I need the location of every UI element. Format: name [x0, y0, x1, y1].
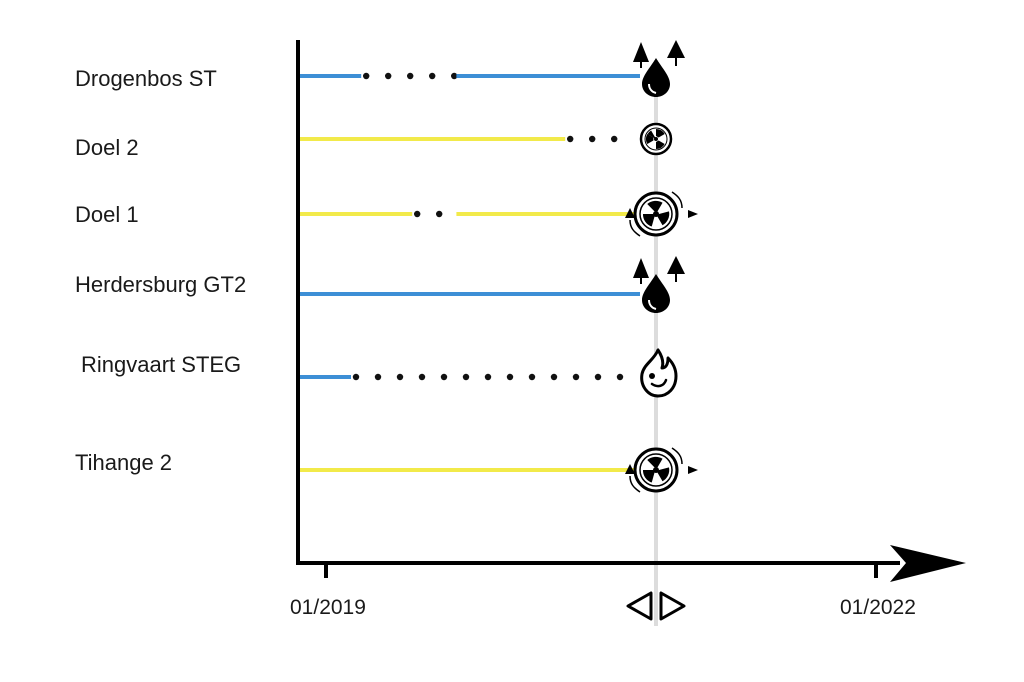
bar-segment-dot	[429, 72, 436, 80]
bar-segment-dot	[436, 210, 443, 218]
slider-right-arrow-icon	[659, 591, 686, 621]
bar-segment-dot	[363, 72, 370, 80]
bar-segment-dot	[484, 373, 492, 381]
bar-segment-dot	[594, 373, 602, 381]
row-label-drogenbos: Drogenbos ST	[75, 66, 217, 91]
date-slider-handle[interactable]	[626, 591, 686, 621]
nuclear-cycle-icon	[625, 191, 698, 237]
x-axis-arrowhead	[890, 545, 966, 582]
bar-segment-dot	[352, 373, 360, 381]
bar-segment-dot	[611, 135, 618, 143]
bar-segment-dot	[451, 72, 458, 80]
bar-segment-dot	[506, 373, 514, 381]
bar-segment-dot	[374, 373, 382, 381]
row-label-doel1: Doel 1	[75, 202, 139, 227]
flame-icon	[640, 348, 678, 398]
bar-segment-dot	[418, 373, 426, 381]
gas-drop-with-trees-icon	[633, 40, 685, 97]
bar-segment-dot	[440, 373, 448, 381]
slider-left-arrow-icon	[626, 591, 653, 621]
bar-segment-dot	[407, 72, 414, 80]
bar-segment-dot	[396, 373, 404, 381]
tick-label-2019: 01/2019	[290, 596, 366, 619]
bar-segment-dot	[567, 135, 574, 143]
bar-segment-dot	[572, 373, 580, 381]
bar-segment-dot	[616, 373, 624, 381]
nuclear-cycle-icon	[625, 447, 698, 493]
bar-segment-dot	[462, 373, 470, 381]
bar-segment-dot	[589, 135, 596, 143]
row-label-tihange2: Tihange 2	[75, 450, 172, 475]
nuclear-icon	[639, 122, 673, 156]
timeline-bars	[300, 72, 640, 472]
bar-segment-dot	[385, 72, 392, 80]
row-label-ringvaart: Ringvaart STEG	[81, 352, 241, 377]
row-label-herdersburg: Herdersburg GT2	[75, 272, 246, 297]
tick-label-2022: 01/2022	[840, 596, 916, 619]
bar-segment-dot	[550, 373, 558, 381]
gas-drop-with-trees-icon	[633, 256, 685, 313]
row-label-doel2: Doel 2	[75, 135, 139, 160]
bar-segment-dot	[414, 210, 421, 218]
bar-segment-dot	[528, 373, 536, 381]
